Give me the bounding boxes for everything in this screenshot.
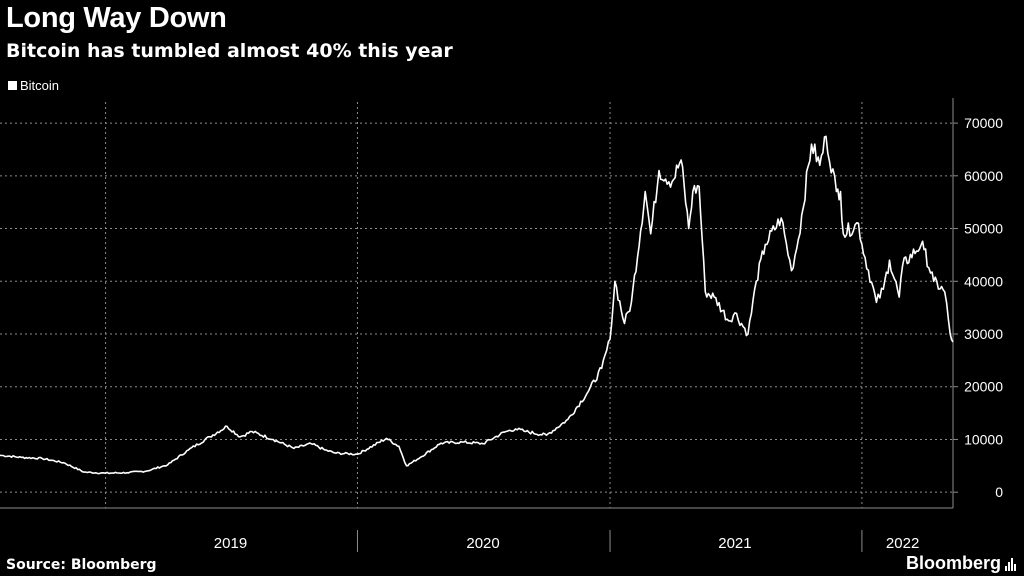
bloomberg-logo: Bloomberg	[906, 553, 1016, 574]
y-tick-label: 40000	[964, 273, 1003, 289]
brand-name: Bloomberg	[905, 553, 1001, 573]
y-tick-label: 30000	[964, 326, 1003, 342]
x-tick-label: 2021	[718, 535, 751, 552]
x-tick-label: 2020	[466, 535, 499, 552]
legend: Bitcoin	[8, 78, 59, 93]
y-tick-label: 50000	[964, 221, 1003, 237]
x-tick-label: 2022	[886, 535, 919, 552]
bitcoin-series-line	[0, 135, 954, 475]
y-tick-label: 20000	[964, 379, 1003, 395]
bar-chart-icon	[1005, 557, 1016, 571]
chart-subtitle: Bitcoin has tumbled almost 40% this year	[6, 40, 453, 62]
legend-label: Bitcoin	[20, 78, 60, 93]
source-note: Source: Bloomberg	[6, 557, 157, 573]
y-tick-label: 0	[995, 484, 1003, 500]
y-tick-label: 10000	[964, 431, 1003, 447]
legend-swatch	[8, 81, 17, 90]
y-tick-label: 60000	[964, 168, 1003, 184]
x-tick-label: 2019	[214, 535, 247, 552]
y-tick-label: 70000	[964, 115, 1003, 131]
chart-title: Long Way Down	[6, 2, 227, 34]
